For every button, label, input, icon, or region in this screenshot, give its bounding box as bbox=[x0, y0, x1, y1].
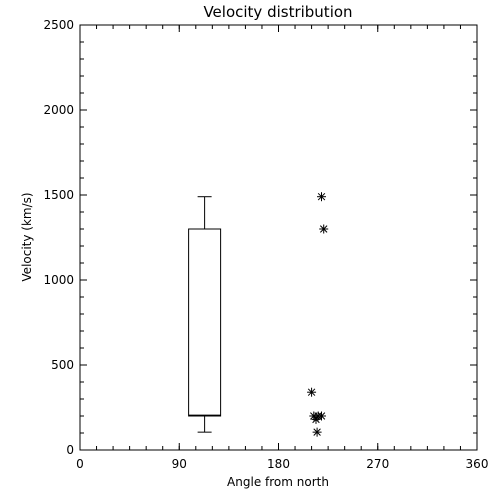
x-tick-label: 360 bbox=[466, 457, 489, 471]
data-point bbox=[317, 192, 327, 202]
scatter-points bbox=[307, 192, 329, 437]
y-tick-label: 500 bbox=[51, 358, 74, 372]
data-point bbox=[307, 387, 317, 397]
box-plot bbox=[188, 196, 222, 433]
y-tick-label: 1000 bbox=[43, 273, 74, 287]
chart-title: Velocity distribution bbox=[203, 3, 352, 21]
x-tick-label: 270 bbox=[366, 457, 389, 471]
y-tick-label: 1500 bbox=[43, 188, 74, 202]
x-tick-label: 180 bbox=[267, 457, 290, 471]
y-axis-ticks: 0 500 1000 1500 2000 2500 bbox=[43, 18, 477, 457]
box-body bbox=[188, 228, 222, 417]
x-axis-ticks: 0 90 180 270 360 bbox=[76, 25, 488, 471]
y-tick-label: 0 bbox=[66, 443, 74, 457]
data-point bbox=[312, 427, 322, 437]
data-point bbox=[319, 224, 329, 234]
data-point bbox=[317, 411, 327, 421]
plot-frame bbox=[79, 24, 478, 451]
x-tick-label: 90 bbox=[172, 457, 187, 471]
y-axis-label: Velocity (km/s) bbox=[20, 192, 34, 281]
x-tick-label: 0 bbox=[76, 457, 84, 471]
y-tick-label: 2500 bbox=[43, 18, 74, 32]
x-axis-label: Angle from north bbox=[227, 475, 329, 489]
y-tick-label: 2000 bbox=[43, 103, 74, 117]
minor-ticks bbox=[79, 24, 478, 451]
